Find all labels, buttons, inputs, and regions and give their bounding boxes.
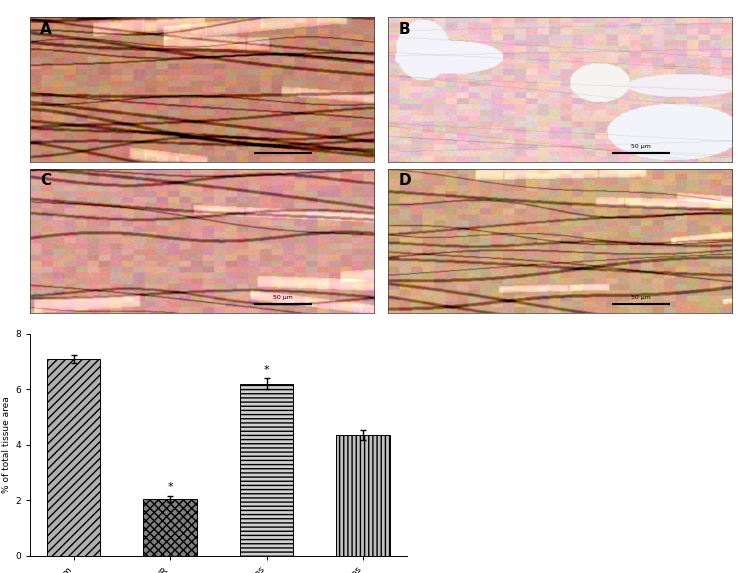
- Text: B: B: [398, 22, 410, 37]
- Y-axis label: % of total tissue area: % of total tissue area: [2, 397, 11, 493]
- Text: 50 μm: 50 μm: [631, 144, 651, 148]
- Bar: [336, 435, 389, 556]
- Text: 50 μm: 50 μm: [631, 295, 651, 300]
- Text: *: *: [264, 365, 270, 375]
- Text: 50 μm: 50 μm: [273, 295, 293, 300]
- Text: 50 μm: 50 μm: [273, 144, 293, 148]
- Text: *: *: [167, 482, 173, 492]
- Text: D: D: [398, 173, 411, 188]
- Text: C: C: [40, 173, 52, 188]
- Bar: [240, 384, 293, 556]
- Bar: [143, 499, 196, 556]
- Text: A: A: [40, 22, 52, 37]
- Bar: [47, 359, 100, 556]
